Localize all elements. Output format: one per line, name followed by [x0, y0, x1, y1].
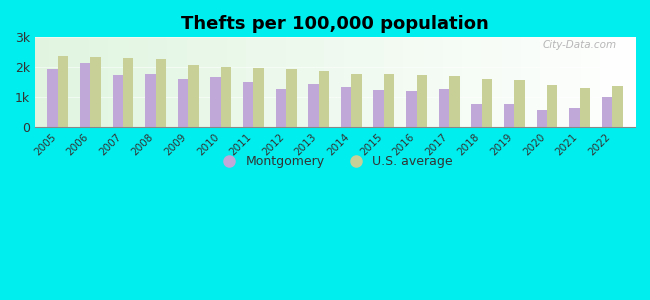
- Bar: [90, 57, 101, 127]
- Bar: [155, 59, 166, 127]
- Title: Thefts per 100,000 population: Thefts per 100,000 population: [181, 15, 489, 33]
- Bar: [547, 85, 558, 127]
- Bar: [406, 91, 417, 127]
- Bar: [569, 108, 580, 127]
- Bar: [580, 88, 590, 127]
- Bar: [286, 69, 296, 127]
- Bar: [112, 75, 123, 127]
- Bar: [351, 74, 362, 127]
- Bar: [221, 67, 231, 127]
- Bar: [482, 79, 492, 127]
- Bar: [449, 76, 460, 127]
- Text: City-Data.com: City-Data.com: [543, 40, 617, 50]
- Bar: [318, 71, 329, 127]
- Bar: [417, 74, 427, 127]
- Bar: [439, 88, 449, 127]
- Bar: [47, 69, 58, 127]
- Bar: [211, 77, 221, 127]
- Bar: [374, 90, 384, 127]
- Bar: [384, 74, 395, 127]
- Bar: [536, 110, 547, 127]
- Bar: [602, 97, 612, 127]
- Bar: [341, 87, 351, 127]
- Bar: [145, 74, 155, 127]
- Bar: [188, 65, 199, 127]
- Bar: [58, 56, 68, 127]
- Bar: [243, 82, 254, 127]
- Bar: [471, 104, 482, 127]
- Bar: [504, 104, 514, 127]
- Bar: [612, 86, 623, 127]
- Bar: [308, 84, 318, 127]
- Bar: [514, 80, 525, 127]
- Bar: [80, 63, 90, 127]
- Bar: [178, 79, 188, 127]
- Bar: [123, 58, 133, 127]
- Bar: [254, 68, 264, 127]
- Bar: [276, 89, 286, 127]
- Legend: Montgomery, U.S. average: Montgomery, U.S. average: [212, 150, 458, 173]
